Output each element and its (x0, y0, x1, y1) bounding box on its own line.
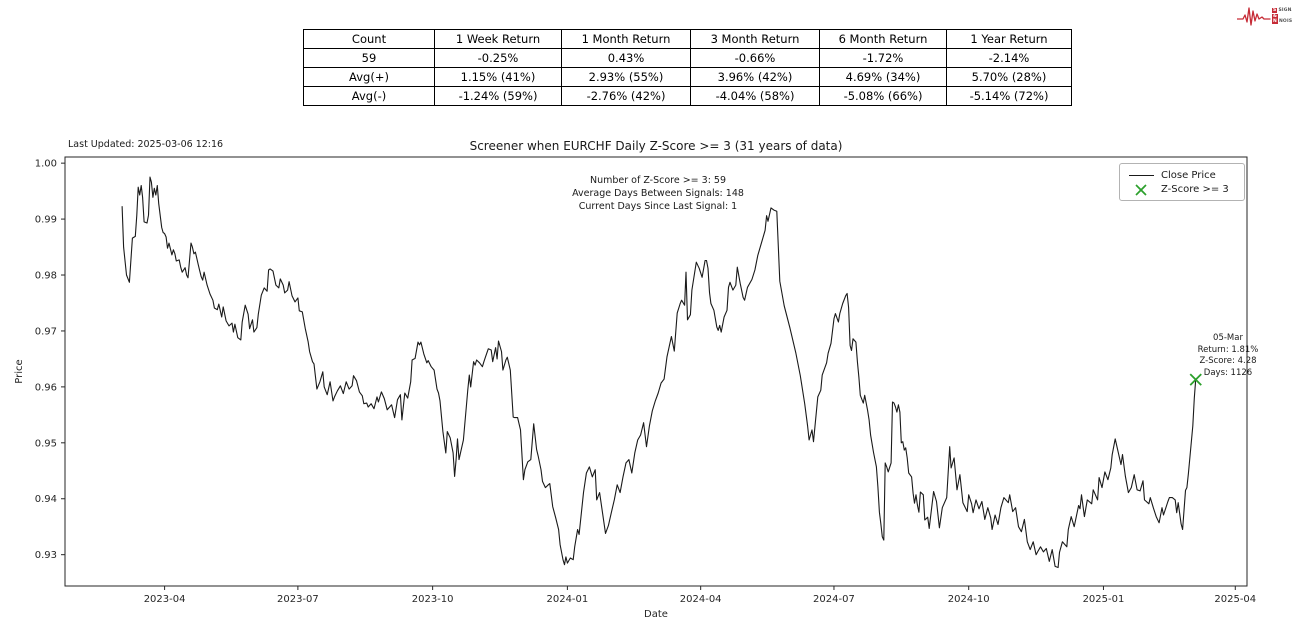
stat-line-days-since: Current Days Since Last Signal: 1 (578, 201, 738, 212)
close-price-line-swatch (1129, 174, 1154, 176)
x-tick-label: 2023-04 (144, 594, 186, 605)
y-tick-label: 0.93 (35, 550, 57, 561)
close-price-line (121, 176, 1197, 569)
legend-item-close-price: Close Price (1120, 168, 1244, 182)
table-cell: -4.04% (58%) (690, 86, 820, 106)
x-tick-label: 2024-07 (813, 594, 855, 605)
x-tick-label: 2024-10 (948, 594, 990, 605)
y-tick-label: 1.00 (35, 159, 57, 170)
x-tick-label: 2024-04 (680, 594, 722, 605)
table-cell: Avg(+) (303, 67, 435, 87)
x-axis-label: Date (644, 609, 668, 620)
table-header-cell: 1 Year Return (946, 29, 1072, 49)
legend: Close Price Z-Score >= 3 (1119, 163, 1245, 201)
signal-date: 05-Mar (1213, 333, 1243, 343)
stat-line-count: Number of Z-Score >= 3: 59 (589, 175, 727, 186)
y-axis-label: Price (14, 359, 25, 383)
z-score-signal-marker (1189, 373, 1202, 386)
signal-noise-logo: SSIGNAL & NNOISE (1237, 4, 1292, 28)
table-row: Avg(+) 1.15% (41%) 2.93% (55%) 3.96% (42%) 4… (303, 67, 1072, 87)
x-tick-label: 2023-10 (412, 594, 454, 605)
table-header-row: Count 1 Week Return 1 Month Return 3 Month … (303, 29, 1072, 49)
legend-item-z-score: Z-Score >= 3 (1120, 182, 1244, 197)
table-cell: -1.24% (59%) (434, 86, 562, 106)
y-tick-label: 0.99 (35, 215, 57, 226)
y-tick-label: 0.97 (35, 326, 57, 337)
y-tick-label: 0.98 (35, 271, 57, 282)
y-tick-label: 0.96 (35, 382, 57, 393)
returns-stats-table: Count 1 Week Return 1 Month Return 3 Month … (303, 29, 1072, 106)
logo-letter-box-amp: & (1272, 13, 1279, 19)
legend-label-close-price: Close Price (1161, 169, 1216, 181)
green-x-marker-icon (1135, 183, 1147, 196)
logo-letter-box-s: S (1272, 8, 1278, 13)
table-cell: 1.15% (41%) (434, 67, 562, 87)
signal-stats-annotation: Number of Z-Score >= 3: 59 Average Days … (572, 174, 744, 213)
logo-text: SSIGNAL & NNOISE (1272, 8, 1292, 25)
table-cell: Avg(-) (303, 86, 435, 106)
plot-border (64, 156, 1248, 587)
x-tick-label: 2024-01 (546, 594, 588, 605)
legend-label-z-score: Z-Score >= 3 (1161, 184, 1229, 195)
table-cell: 5.70% (28%) (946, 67, 1072, 87)
table-cell: -2.76% (42%) (561, 86, 691, 106)
x-tick-label: 2023-07 (277, 594, 319, 605)
table-cell: 4.69% (34%) (819, 67, 947, 87)
stat-line-avg-days: Average Days Between Signals: 148 (572, 188, 744, 199)
y-tick-label: 0.95 (35, 438, 57, 449)
signal-annotation: 05-Mar Return: 1.81% Z-Score: 4.28 Days:… (1189, 333, 1267, 379)
last-updated-label: Last Updated: 2025-03-06 12:16 (68, 139, 224, 150)
logo-word-signal: SIGNAL (1278, 7, 1292, 13)
table-cell: 3.96% (42%) (690, 67, 820, 87)
table-header-cell: 6 Month Return (819, 29, 947, 49)
signal-return: Return: 1.81% (1197, 344, 1259, 355)
logo-word-noise: NOISE (1278, 18, 1292, 24)
table-row: Avg(-) -1.24% (59%) -2.76% (42%) -4.04% (58… (303, 86, 1072, 106)
x-tick-label: 2025-01 (1083, 594, 1125, 605)
logo-letter-box-n: N (1272, 19, 1278, 24)
table-cell: -5.14% (72%) (946, 86, 1072, 106)
signal-z-score: Z-Score: 4.28 (1199, 356, 1257, 366)
x-tick-label: 2025-04 (1214, 594, 1256, 605)
heartbeat-waveform-icon (1237, 7, 1271, 26)
signal-days: Days: 1126 (1203, 367, 1253, 378)
chart-title: Screener when EURCHF Daily Z-Score >= 3 … (469, 139, 843, 153)
y-tick-label: 0.94 (35, 494, 57, 505)
